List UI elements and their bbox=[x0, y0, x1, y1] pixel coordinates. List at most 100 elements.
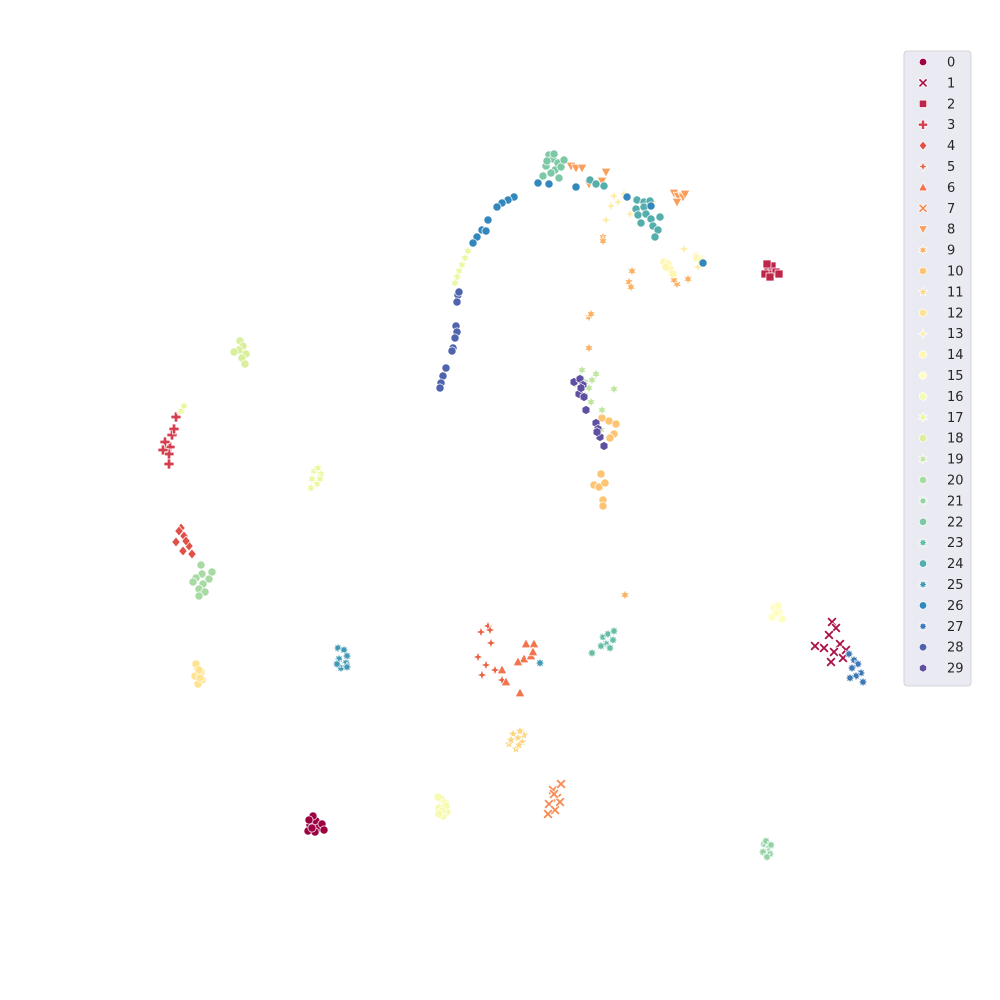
legend-item: 28 bbox=[918, 641, 964, 656]
data-point bbox=[774, 269, 784, 279]
legend-label: 28 bbox=[947, 641, 964, 656]
data-point bbox=[196, 560, 206, 570]
data-point bbox=[599, 181, 609, 191]
data-point bbox=[171, 536, 181, 548]
legend-marker bbox=[917, 537, 929, 549]
data-point bbox=[452, 297, 462, 307]
data-point bbox=[304, 815, 314, 825]
data-point bbox=[514, 687, 526, 698]
legend-item: 4 bbox=[918, 139, 955, 154]
series-0 bbox=[303, 811, 329, 837]
legend-label: 21 bbox=[947, 494, 964, 509]
data-point bbox=[207, 567, 217, 577]
legend-label: 4 bbox=[947, 139, 955, 154]
legend-marker bbox=[918, 475, 928, 485]
legend-item: 21 bbox=[917, 494, 964, 509]
legend-marker bbox=[918, 601, 928, 610]
data-point bbox=[611, 195, 625, 209]
legend: 0123456789101112131415161718192021222324… bbox=[903, 50, 972, 687]
legend-item: 25 bbox=[917, 578, 964, 593]
data-point bbox=[762, 259, 772, 269]
data-point bbox=[533, 178, 543, 188]
series-5 bbox=[471, 619, 509, 687]
legend-marker bbox=[917, 77, 929, 88]
legend-label: 26 bbox=[947, 599, 964, 614]
legend-item: 0 bbox=[918, 56, 955, 71]
data-point bbox=[668, 269, 678, 279]
data-point bbox=[599, 213, 613, 227]
data-point bbox=[518, 653, 530, 664]
data-point bbox=[600, 478, 610, 488]
data-point bbox=[468, 238, 478, 248]
series-1 bbox=[809, 616, 852, 668]
legend-label: 15 bbox=[947, 369, 964, 384]
data-point bbox=[846, 662, 858, 674]
legend-item: 1 bbox=[917, 76, 955, 91]
data-point bbox=[600, 167, 612, 178]
series-21 bbox=[757, 835, 777, 863]
series-14 bbox=[659, 253, 706, 279]
data-point bbox=[773, 601, 783, 611]
data-point bbox=[168, 423, 180, 435]
legend-marker bbox=[917, 327, 929, 340]
data-point bbox=[626, 265, 638, 277]
data-point bbox=[474, 625, 488, 639]
data-point bbox=[542, 156, 552, 166]
legend-label: 17 bbox=[947, 411, 964, 426]
legend-label: 13 bbox=[947, 327, 964, 342]
data-point bbox=[559, 155, 569, 165]
series-4 bbox=[171, 522, 197, 560]
series-28 bbox=[435, 287, 464, 393]
data-point bbox=[852, 658, 864, 670]
data-point bbox=[655, 212, 665, 222]
legend-item: 10 bbox=[918, 265, 964, 280]
legend-label: 19 bbox=[947, 453, 964, 468]
legend-item: 7 bbox=[917, 202, 955, 217]
legend-item: 2 bbox=[918, 97, 955, 112]
legend-item: 16 bbox=[919, 390, 964, 405]
legend-label: 10 bbox=[947, 265, 964, 280]
data-point bbox=[596, 469, 606, 479]
data-point bbox=[435, 383, 445, 393]
data-point bbox=[441, 363, 451, 373]
legend-marker bbox=[918, 99, 928, 108]
legend-label: 16 bbox=[947, 390, 964, 405]
legend-label: 1 bbox=[947, 76, 955, 91]
data-point bbox=[188, 577, 198, 587]
data-point bbox=[528, 638, 540, 649]
legend-marker bbox=[918, 643, 928, 652]
legend-item: 14 bbox=[918, 348, 964, 363]
legend-item: 12 bbox=[919, 306, 964, 321]
legend-item: 17 bbox=[918, 411, 964, 426]
series-26 bbox=[468, 178, 708, 268]
legend-label: 6 bbox=[947, 181, 955, 196]
data-point bbox=[576, 383, 586, 393]
data-point bbox=[483, 623, 497, 637]
data-point bbox=[484, 636, 498, 650]
legend-label: 8 bbox=[947, 223, 955, 238]
data-point bbox=[608, 383, 620, 395]
series-18 bbox=[229, 336, 251, 369]
data-point bbox=[591, 179, 601, 189]
data-point bbox=[625, 281, 637, 293]
data-point bbox=[520, 638, 532, 649]
legend-marker bbox=[917, 579, 929, 590]
legend-item: 23 bbox=[917, 536, 964, 551]
legend-label: 29 bbox=[947, 662, 964, 677]
data-point bbox=[633, 210, 643, 220]
series-23 bbox=[586, 625, 620, 659]
data-point bbox=[596, 404, 608, 416]
legend-marker bbox=[917, 160, 929, 173]
legend-label: 27 bbox=[947, 620, 964, 635]
legend-label: 3 bbox=[947, 118, 955, 133]
data-point bbox=[527, 646, 539, 657]
data-point bbox=[538, 171, 548, 181]
legend-item: 24 bbox=[918, 557, 964, 572]
data-point bbox=[698, 258, 708, 268]
legend-label: 23 bbox=[947, 536, 964, 551]
data-point bbox=[492, 202, 502, 212]
legend-marker bbox=[917, 495, 929, 507]
data-point bbox=[512, 656, 524, 667]
series-24 bbox=[585, 175, 665, 242]
legend-item: 22 bbox=[918, 515, 964, 530]
